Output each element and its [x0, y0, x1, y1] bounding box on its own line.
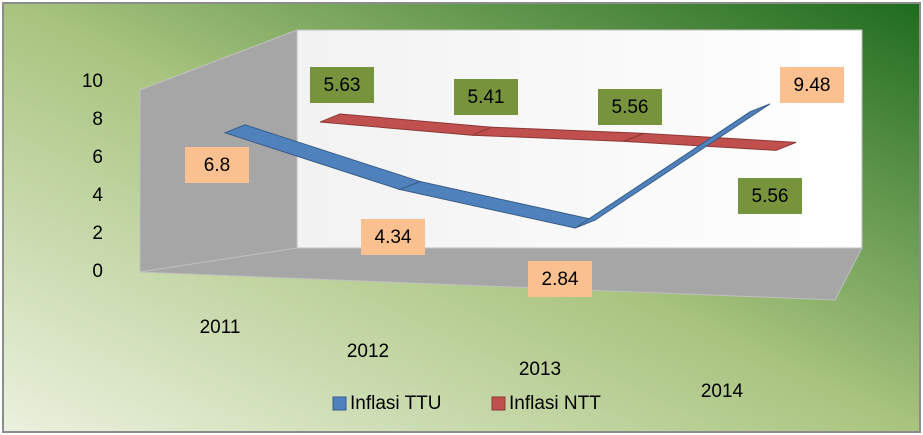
data-label-box: [528, 261, 592, 297]
data-label: 9.48: [794, 75, 831, 96]
legend-swatch: [491, 396, 506, 411]
data-label-box: [780, 67, 844, 103]
y-tick-label: 0: [92, 261, 103, 282]
data-label-box: [310, 67, 374, 103]
data-label-box: [738, 178, 802, 214]
y-tick-label: 6: [92, 147, 103, 168]
legend-label: Inflasi NTT: [509, 393, 601, 414]
y-tick-label: 2: [92, 223, 103, 244]
data-label-box: [598, 89, 662, 125]
data-label-box: [454, 79, 518, 115]
floor: [139, 247, 863, 301]
data-label: 6.8: [204, 155, 230, 176]
data-label-box: [185, 147, 249, 183]
legend-label: Inflasi TTU: [350, 393, 442, 414]
x-tick-label: 2011: [200, 317, 241, 338]
data-label: 5.56: [752, 186, 789, 207]
x-tick-label: 2012: [347, 341, 389, 362]
data-label: 4.34: [375, 227, 412, 248]
legend-swatch: [332, 396, 347, 411]
y-tick-label: 8: [92, 109, 103, 130]
data-label: 5.56: [612, 97, 649, 118]
ribbon-segment: [574, 103, 771, 229]
y-tick-label: 10: [82, 71, 103, 92]
x-tick-label: 2014: [701, 381, 744, 402]
data-label: 5.41: [468, 87, 505, 108]
data-label-box: [361, 219, 425, 255]
x-tick-label: 2013: [519, 359, 561, 380]
data-label: 5.63: [324, 75, 361, 96]
y-tick-label: 4: [92, 185, 103, 206]
data-label: 2.84: [542, 269, 579, 290]
